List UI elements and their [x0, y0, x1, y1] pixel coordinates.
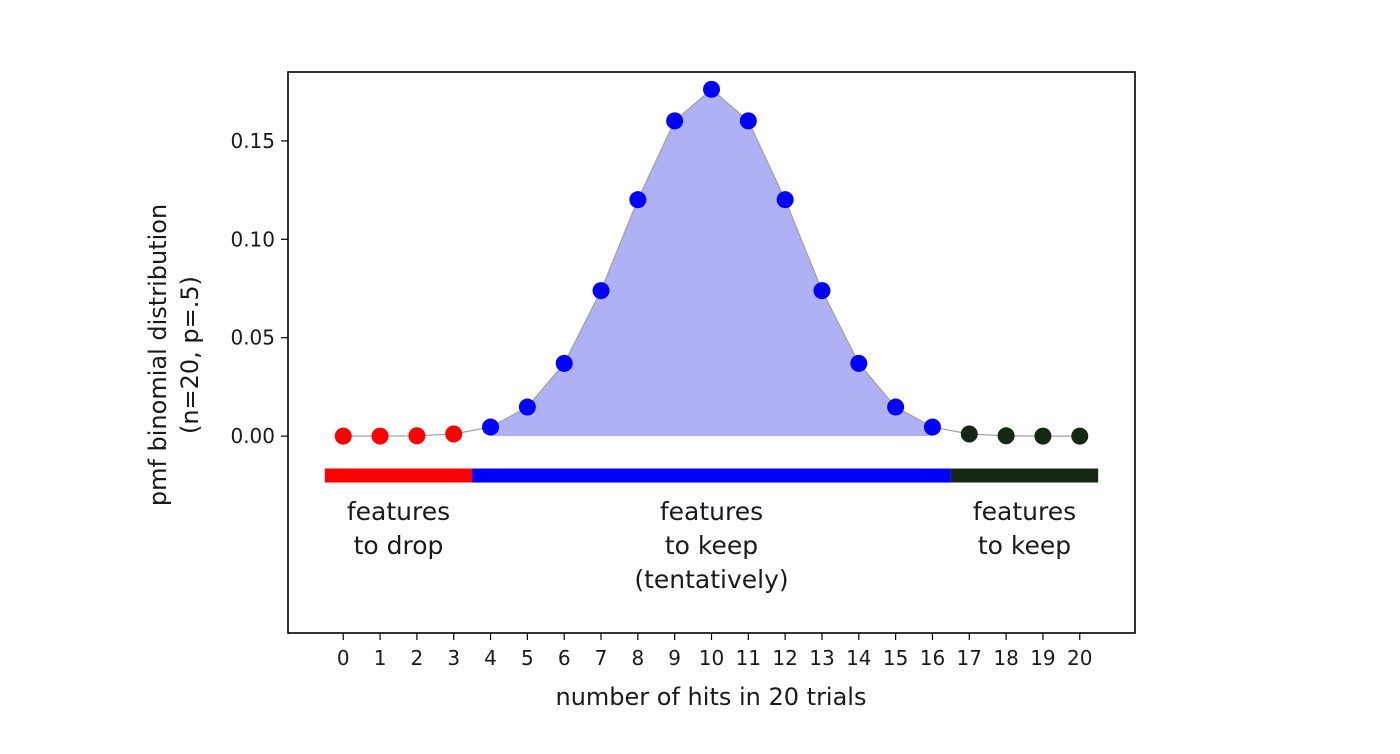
data-point: [592, 282, 610, 300]
zone-bar-keep: [950, 468, 1099, 483]
x-tick-label: 11: [736, 646, 761, 670]
pmf-fill-area: [490, 89, 933, 437]
data-point: [518, 398, 536, 416]
data-point: [813, 282, 831, 300]
x-tick-label: 15: [883, 646, 908, 670]
x-tick-label: 13: [809, 646, 834, 670]
data-point: [703, 80, 720, 98]
x-tick-label: 9: [668, 646, 681, 670]
x-tick-label: 14: [846, 646, 871, 670]
zone-label-tentative: (tentatively): [634, 565, 788, 594]
data-point: [482, 418, 500, 436]
zone-label-keep: to keep: [978, 531, 1071, 560]
data-point: [555, 354, 573, 372]
data-point: [997, 427, 1015, 445]
data-point: [445, 425, 463, 443]
y-tick-label: 0.10: [230, 227, 275, 251]
data-point: [887, 398, 905, 416]
data-point: [334, 427, 352, 445]
data-point: [371, 427, 389, 445]
x-tick-label: 4: [484, 646, 497, 670]
y-tick-label: 0.05: [230, 326, 275, 350]
data-point: [408, 427, 426, 445]
data-point: [923, 418, 941, 436]
data-point: [666, 112, 684, 130]
x-tick-label: 2: [411, 646, 424, 670]
zone-label-keep: features: [973, 497, 1076, 526]
zone-label-layer: features to drop features to keep (tentative…: [347, 497, 1076, 594]
x-tick-label: 6: [558, 646, 571, 670]
fill-layer: [490, 89, 933, 437]
x-tick-label: 10: [699, 646, 724, 670]
zone-label-tentative: features: [660, 497, 763, 526]
x-tick-label: 5: [521, 646, 534, 670]
y-tick-label: 0.00: [230, 424, 275, 448]
data-point: [629, 191, 647, 209]
zone-label-tentative: to keep: [665, 531, 758, 560]
x-tick-label: 18: [993, 646, 1018, 670]
x-tick-label: 0: [337, 646, 350, 670]
data-point: [960, 425, 978, 443]
data-point: [739, 112, 757, 130]
data-point: [1071, 427, 1089, 445]
data-point: [1034, 427, 1052, 445]
zone-bar-tentative: [472, 468, 951, 483]
x-tick-label: 20: [1067, 646, 1092, 670]
y-axis-label-line-1: pmf binomial distribution: [144, 204, 172, 506]
axis-layer: 0 1 2 3 4 5 6 7 8 9 10 11 12 13 14 15 16 17 18 19 200.000.05…: [230, 129, 1092, 670]
data-point: [850, 354, 868, 372]
y-tick-label: 0.15: [230, 129, 275, 153]
y-axis-label-line-2: (n=20, p=.5): [176, 276, 204, 434]
zone-label-drop: features: [347, 497, 450, 526]
x-tick-label: 1: [374, 646, 387, 670]
x-tick-label: 19: [1030, 646, 1055, 670]
x-tick-label: 17: [957, 646, 982, 670]
x-tick-label: 12: [772, 646, 797, 670]
x-tick-label: 7: [595, 646, 608, 670]
zone-bar-drop: [324, 468, 473, 483]
x-tick-label: 16: [920, 646, 945, 670]
zone-bar-layer: [324, 468, 1099, 483]
x-axis-label: number of hits in 20 trials: [556, 683, 867, 711]
zone-label-drop: to drop: [354, 531, 444, 560]
data-point: [776, 191, 794, 209]
x-tick-label: 8: [631, 646, 644, 670]
x-tick-label: 3: [447, 646, 460, 670]
point-layer: [334, 80, 1089, 445]
